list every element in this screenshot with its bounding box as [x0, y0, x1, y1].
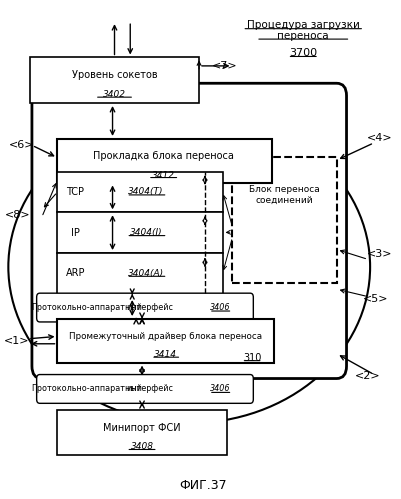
- Text: ARP: ARP: [65, 268, 85, 278]
- Text: 3406: 3406: [211, 384, 231, 393]
- FancyBboxPatch shape: [57, 212, 223, 253]
- Text: интерфейс: интерфейс: [126, 384, 173, 393]
- Text: 3404(T): 3404(T): [128, 188, 164, 197]
- Text: Промежуточный драйвер блока переноса: Промежуточный драйвер блока переноса: [69, 332, 262, 341]
- Text: 3404(A): 3404(A): [128, 269, 164, 278]
- Text: <8>: <8>: [5, 210, 31, 220]
- Text: 3404(I): 3404(I): [130, 228, 162, 237]
- Text: Уровень сокетов: Уровень сокетов: [72, 70, 157, 80]
- Text: 3414: 3414: [154, 350, 177, 359]
- Text: Процедура загрузки: Процедура загрузки: [247, 20, 360, 30]
- Text: IP: IP: [71, 228, 80, 238]
- Text: <2>: <2>: [355, 371, 381, 381]
- Text: <4>: <4>: [367, 133, 393, 143]
- Text: ФИГ.37: ФИГ.37: [179, 479, 227, 492]
- Text: 3412: 3412: [152, 171, 175, 180]
- Text: интерфейс: интерфейс: [126, 303, 173, 312]
- FancyBboxPatch shape: [57, 253, 223, 294]
- Text: <5>: <5>: [363, 294, 389, 304]
- FancyBboxPatch shape: [36, 293, 253, 322]
- Text: Протокольно-аппаратный: Протокольно-аппаратный: [32, 303, 142, 312]
- Text: Протокольно-аппаратный: Протокольно-аппаратный: [32, 384, 142, 393]
- Text: <3>: <3>: [367, 250, 393, 259]
- FancyBboxPatch shape: [233, 157, 337, 283]
- FancyBboxPatch shape: [57, 139, 272, 183]
- Text: переноса: переноса: [277, 31, 329, 41]
- Text: 310: 310: [243, 353, 261, 363]
- FancyBboxPatch shape: [30, 57, 199, 103]
- Text: 3402: 3402: [103, 90, 126, 99]
- FancyBboxPatch shape: [36, 375, 253, 403]
- Text: TCP: TCP: [66, 187, 84, 197]
- Text: 3408: 3408: [131, 443, 154, 452]
- Text: 3700: 3700: [289, 48, 317, 58]
- Text: Прокладка блока переноса: Прокладка блока переноса: [93, 151, 234, 161]
- Text: Блок переноса: Блок переноса: [249, 186, 320, 195]
- FancyBboxPatch shape: [57, 172, 223, 212]
- Text: соединений: соединений: [256, 196, 314, 205]
- Text: 3406: 3406: [211, 303, 231, 312]
- FancyBboxPatch shape: [32, 83, 346, 379]
- Text: <1>: <1>: [4, 336, 29, 346]
- FancyBboxPatch shape: [57, 410, 227, 456]
- Text: <6>: <6>: [9, 140, 35, 150]
- Text: <7>: <7>: [212, 61, 237, 71]
- Text: Минипорт ФСИ: Минипорт ФСИ: [103, 423, 181, 433]
- FancyBboxPatch shape: [57, 319, 274, 363]
